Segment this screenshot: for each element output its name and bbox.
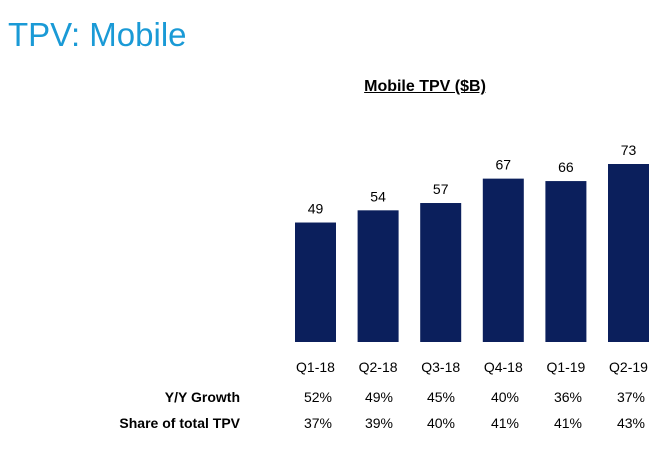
page-title: TPV: Mobile <box>8 16 187 53</box>
table-cell: 37% <box>303 415 333 431</box>
table-cell: 43% <box>616 415 646 431</box>
bar-q1-18 <box>295 222 336 342</box>
row-label-yy-growth: Y/Y Growth <box>164 389 240 405</box>
row-label-share-of-total: Share of total TPV <box>119 415 240 431</box>
table-cell: 45% <box>426 389 456 405</box>
x-tick-label: Q4-18 <box>484 359 523 375</box>
table-cell: 36% <box>553 389 583 405</box>
table-cell: 40% <box>426 415 456 431</box>
bar-q4-18 <box>482 178 524 342</box>
chart-title: Mobile TPV ($B) <box>364 78 486 95</box>
bar-q2-19 <box>608 164 649 342</box>
table-cell: 39% <box>364 415 394 431</box>
data-label: 67 <box>496 157 512 173</box>
table-cell: 52% <box>303 389 333 405</box>
data-label: 73 <box>621 142 637 158</box>
table-cell: 41% <box>490 415 520 431</box>
bar-q2-18 <box>357 210 399 342</box>
x-tick-label: Q3-18 <box>421 359 460 375</box>
data-label: 49 <box>308 201 324 217</box>
table-cell: 41% <box>553 415 583 431</box>
table-cell: 40% <box>490 389 520 405</box>
x-tick-label: Q1-19 <box>546 359 585 375</box>
table-cell: 49% <box>364 389 394 405</box>
bar-q3-18 <box>420 203 462 342</box>
x-tick-label: Q2-18 <box>359 359 398 375</box>
x-tick-label: Q2-19 <box>609 359 648 375</box>
data-label: 54 <box>370 188 386 204</box>
data-label: 66 <box>558 159 574 175</box>
table-cell: 37% <box>616 389 646 405</box>
x-tick-label: Q1-18 <box>296 359 335 375</box>
bar-q1-19 <box>545 181 587 342</box>
data-label: 57 <box>433 181 449 197</box>
